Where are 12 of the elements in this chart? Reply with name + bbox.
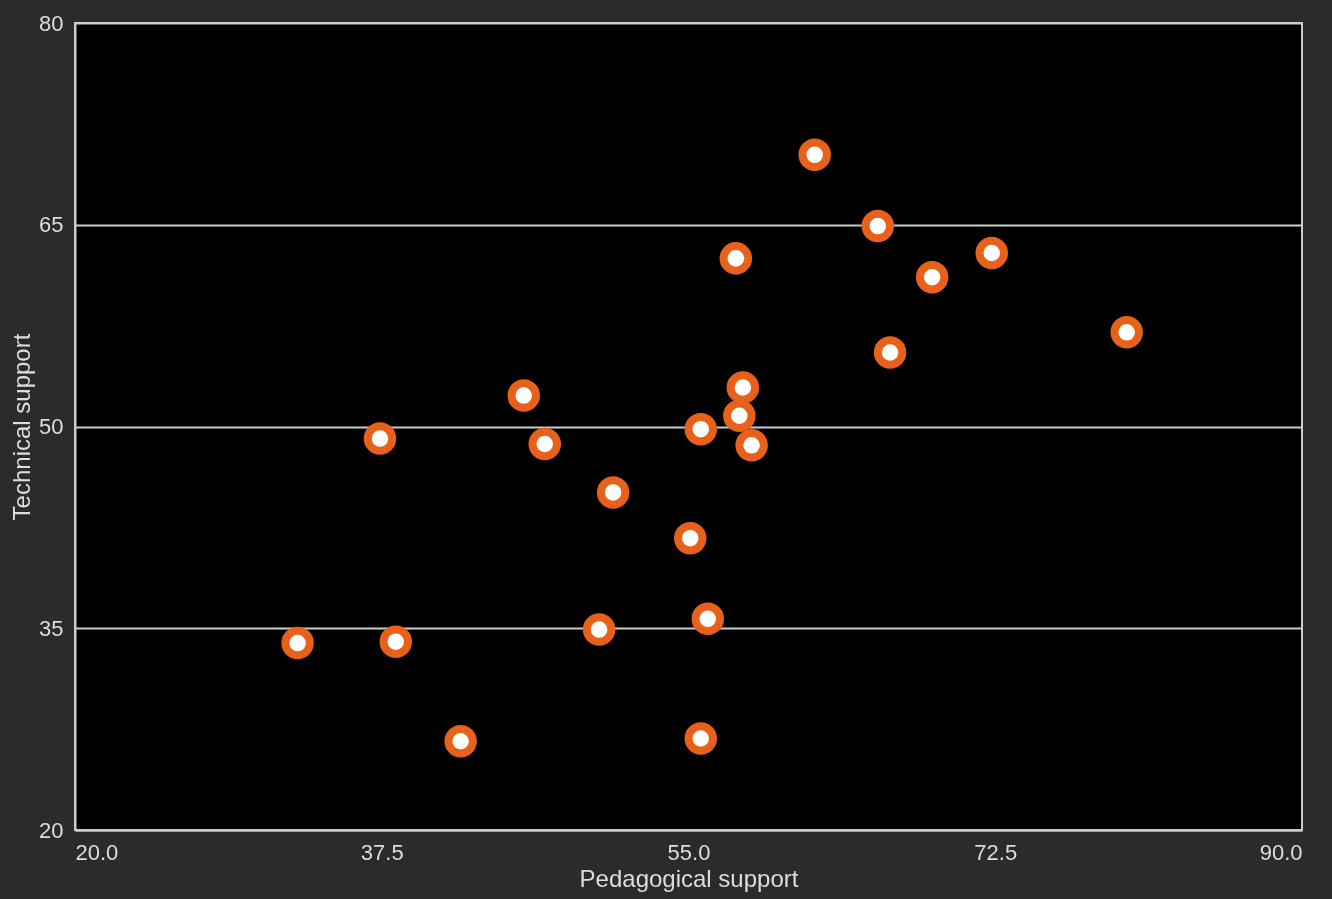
x-tick-label: 90.0 bbox=[1259, 839, 1303, 865]
y-tick-label: 20 bbox=[39, 817, 64, 843]
y-tick-label: 35 bbox=[39, 615, 64, 641]
y-tick-label: 80 bbox=[39, 10, 64, 36]
y-axis-title: Technical support bbox=[8, 333, 36, 521]
x-tick-label: 37.5 bbox=[360, 839, 404, 865]
x-tick-label: 20.0 bbox=[75, 839, 119, 865]
x-tick-label: 72.5 bbox=[974, 839, 1018, 865]
x-tick-label: 55.0 bbox=[667, 839, 711, 865]
x-axis-title: Pedagogical support bbox=[579, 864, 799, 892]
y-tick-label: 65 bbox=[39, 212, 64, 238]
y-tick-label: 50 bbox=[39, 414, 64, 439]
